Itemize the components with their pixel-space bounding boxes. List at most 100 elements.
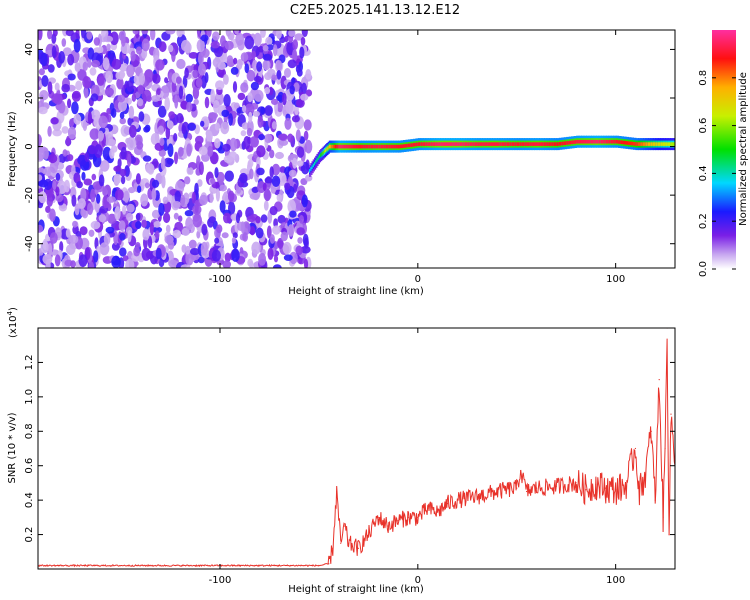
spectrogram-noise-blob bbox=[215, 188, 220, 202]
y-tick-label: 20 bbox=[24, 92, 35, 105]
spectrogram-noise-blob bbox=[253, 89, 264, 102]
spectrogram-noise-blob bbox=[192, 69, 199, 79]
spectrogram-noise-blob bbox=[119, 232, 126, 241]
spectrogram-track-core bbox=[556, 142, 560, 146]
spectrogram-noise-blob bbox=[127, 229, 132, 243]
spectrogram-noise-blob bbox=[213, 45, 224, 58]
spectrogram-track-core bbox=[561, 141, 565, 146]
snr-point bbox=[437, 511, 439, 513]
spectrogram-noise-blob bbox=[128, 124, 137, 138]
spectrogram-noise-blob bbox=[135, 46, 143, 55]
spectrogram-noise-blob bbox=[54, 254, 61, 267]
snr-point bbox=[654, 499, 656, 501]
spectrogram-track-core bbox=[608, 139, 612, 144]
snr-point bbox=[328, 563, 330, 565]
x-tick-label: 100 bbox=[606, 575, 625, 586]
spectrogram-track-core bbox=[625, 141, 629, 145]
spectrogram-track-core bbox=[667, 142, 672, 146]
spectrogram-noise-blob bbox=[127, 187, 136, 194]
spectrogram-track-core bbox=[317, 156, 320, 160]
spectrogram-noise-blob bbox=[211, 249, 221, 262]
spectrogram-noise-blob bbox=[288, 30, 296, 37]
spectrogram-noise-blob bbox=[90, 188, 96, 203]
spectrogram-noise-blob bbox=[162, 196, 169, 204]
spectrogram-noise-blob bbox=[255, 216, 261, 224]
spectrogram-noise-blob bbox=[111, 242, 120, 251]
spectrogram-noise-blob bbox=[252, 110, 260, 117]
spectrogram-noise-blob bbox=[300, 93, 309, 101]
snr-point bbox=[555, 485, 557, 487]
spectrogram-noise-blob bbox=[71, 164, 76, 177]
colorbar-tick-label: 0.0 bbox=[698, 261, 709, 277]
spectrogram-noise-blob bbox=[91, 173, 97, 181]
spectrogram-noise-blob bbox=[150, 30, 156, 41]
spectrogram-track-core bbox=[620, 140, 625, 145]
spectrogram-track-core bbox=[630, 141, 634, 146]
spectrogram-noise-blob bbox=[247, 92, 253, 103]
spectrogram-noise-blob bbox=[289, 210, 297, 218]
snr-point bbox=[367, 534, 369, 536]
spectrogram-noise-blob bbox=[267, 247, 274, 260]
snr-point bbox=[634, 447, 637, 450]
spectrogram-noise-blob bbox=[82, 120, 88, 132]
spectrogram-track-core bbox=[499, 142, 503, 146]
spectrogram-noise-blob bbox=[106, 108, 111, 115]
spectrogram-noise-blob bbox=[176, 113, 184, 124]
spectrogram-noise-blob bbox=[305, 69, 312, 80]
snr-frame bbox=[37, 327, 676, 570]
spectrogram-track-core bbox=[330, 144, 333, 149]
spectrogram-noise-blob bbox=[244, 63, 250, 74]
spectrogram-noise-blob bbox=[180, 100, 189, 110]
spectrogram-noise-blob bbox=[131, 93, 137, 102]
spectrogram-track-core bbox=[642, 142, 647, 146]
spectrogram-noise-blob bbox=[234, 30, 239, 35]
spectrogram-noise-blob bbox=[151, 95, 160, 102]
spectrogram-noise-blob bbox=[272, 44, 278, 57]
spectrogram-noise-blob bbox=[165, 126, 171, 140]
spectrogram-noise-blob bbox=[54, 82, 60, 91]
spectrogram-noise-blob bbox=[187, 167, 194, 175]
spectrogram-track-core bbox=[459, 142, 464, 146]
spectrogram-noise-blob bbox=[297, 237, 303, 244]
spectrogram-track-core bbox=[316, 158, 319, 162]
spectrogram-noise-blob bbox=[231, 248, 240, 262]
spectrogram-noise-blob bbox=[249, 136, 259, 148]
spectrogram-noise-blob bbox=[188, 239, 197, 249]
spectrogram-noise-blob bbox=[40, 241, 50, 254]
spectrogram-noise-blob bbox=[55, 172, 61, 181]
spectrogram-noise-blob bbox=[213, 100, 220, 114]
spectrogram-noise-blob bbox=[50, 117, 59, 125]
spectrogram-noise-blob bbox=[204, 72, 209, 84]
spectrogram-noise-blob bbox=[256, 61, 263, 72]
spectrogram-noise-blob bbox=[240, 130, 247, 137]
spectrogram-noise-blob bbox=[194, 200, 199, 214]
spectrogram-noise-blob bbox=[181, 125, 187, 135]
spectrogram-noise-blob bbox=[273, 218, 278, 228]
spectrogram-noise-blob bbox=[38, 191, 47, 204]
spectrogram-track-core bbox=[332, 144, 335, 149]
spectrogram-track-core bbox=[327, 146, 330, 150]
spectrogram-noise-blob bbox=[247, 159, 254, 168]
spectrogram-track-core bbox=[440, 142, 444, 146]
spectrogram-noise-blob bbox=[119, 111, 125, 119]
spectrogram-track-core bbox=[351, 144, 355, 149]
spectrogram-noise-blob bbox=[285, 101, 294, 114]
spectrogram-track-core bbox=[534, 142, 538, 146]
spectrogram-track-core bbox=[665, 142, 669, 146]
snr-point bbox=[585, 489, 587, 491]
spectrogram-noise-blob bbox=[244, 103, 255, 116]
spectrogram-track-core bbox=[618, 140, 622, 144]
spectrogram-noise-blob bbox=[224, 252, 231, 262]
spectrogram-track-core bbox=[341, 144, 345, 149]
spectrogram-noise-blob bbox=[304, 139, 313, 154]
spectrogram-noise-blob bbox=[158, 149, 166, 157]
spectrogram-noise-blob bbox=[133, 246, 141, 257]
spectrogram-noise-blob bbox=[235, 32, 245, 46]
spectrogram-noise-blob bbox=[145, 163, 155, 174]
spectrogram-noise-blob bbox=[190, 248, 200, 256]
spectrogram-noise-blob bbox=[283, 254, 293, 261]
spectrogram-noise-blob bbox=[264, 105, 273, 116]
spectrogram-noise-blob bbox=[82, 76, 92, 89]
spectrogram-noise-blob bbox=[301, 194, 308, 208]
snr-point bbox=[476, 496, 478, 498]
